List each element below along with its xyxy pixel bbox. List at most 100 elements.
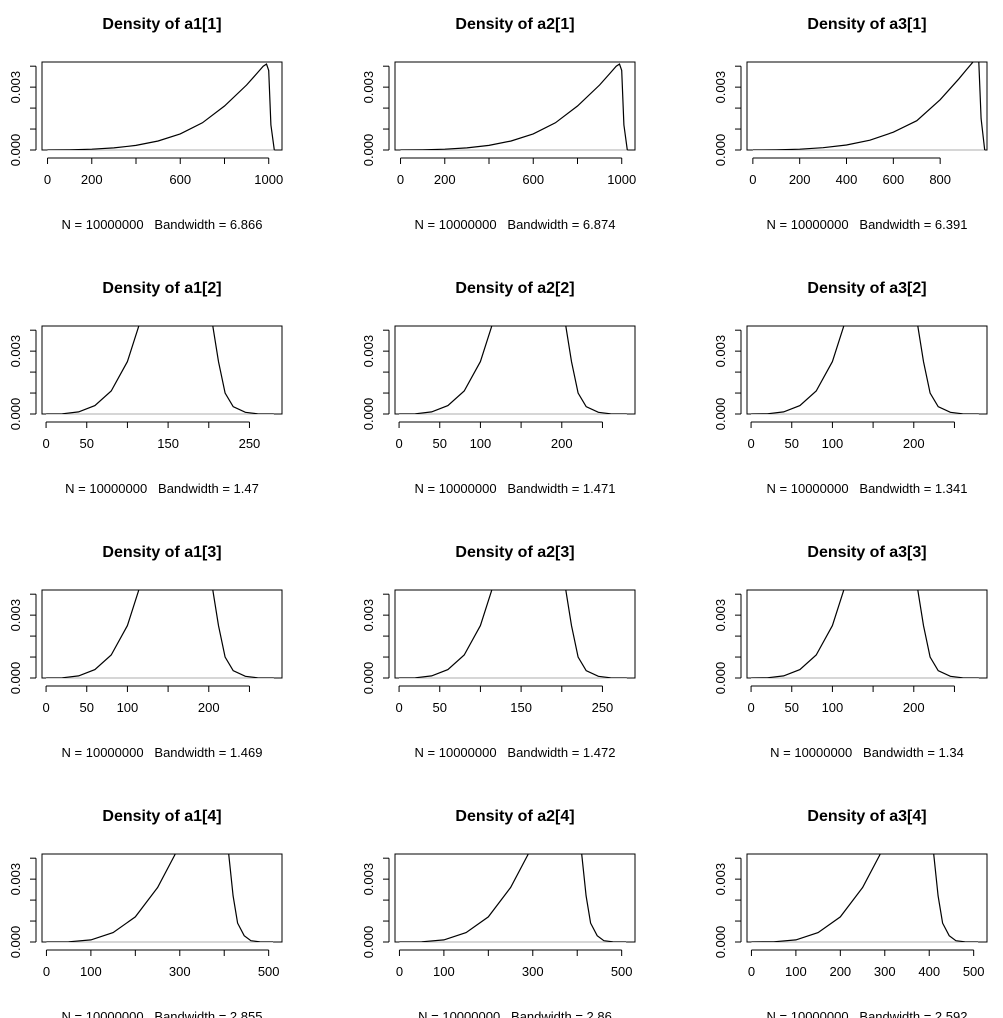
y-tick-label: 0.000 [361,926,376,959]
x-tick-label: 500 [963,964,985,979]
x-tick-label: 0 [749,172,756,187]
x-tick-label: 600 [522,172,544,187]
panel-title: Density of a3[4] [807,808,926,825]
density-curve [399,326,627,414]
y-tick-label: 0.003 [713,335,728,368]
y-tick-label: 0.000 [713,662,728,695]
y-tick-label: 0.000 [361,662,376,695]
y-tick-label: 0.003 [361,71,376,104]
x-tick-label: 600 [169,172,191,187]
x-tick-label: 100 [117,700,139,715]
y-tick-label: 0.000 [361,398,376,431]
x-axis-label: N = 10000000 Bandwidth = 1.34 [770,745,964,760]
x-tick-label: 0 [44,172,51,187]
plot-frame [394,589,636,679]
plot-frame [746,61,988,151]
density-panel: Density of a2[3] 0 50 150 250 0.000 0.003 N = 1… [361,544,636,760]
density-panel: Density of a1[3] 0 50 100 200 0.000 0.003 N = 1… [8,544,283,760]
y-tick-label: 0.003 [361,599,376,632]
x-axis-label: N = 10000000 Bandwidth = 1.341 [767,481,968,496]
panel-title: Density of a1[1] [102,16,221,33]
x-tick-label: 250 [592,700,614,715]
panel-title: Density of a2[2] [455,280,574,297]
density-curve [46,854,274,942]
x-axis-label: N = 10000000 Bandwidth = 1.472 [415,745,616,760]
x-tick-label: 50 [785,436,799,451]
x-tick-label: 150 [510,700,532,715]
y-tick-label: 0.003 [8,863,23,896]
plot-frame [394,61,636,151]
y-tick-label: 0.003 [713,599,728,632]
panel-title: Density of a2[3] [455,544,574,561]
panel-title: Density of a1[3] [102,544,221,561]
x-tick-label: 100 [80,964,102,979]
panel-title: Density of a3[3] [807,544,926,561]
y-tick-label: 0.000 [361,134,376,167]
x-tick-label: 0 [397,172,404,187]
x-tick-label: 50 [433,436,447,451]
x-tick-label: 200 [551,436,573,451]
density-panel: Density of a2[2] 0 50 100 200 0.000 0.003 N = 1… [361,280,636,496]
density-curve [400,63,628,150]
density-curve [47,63,275,150]
density-panel: Density of a3[1] 0 200 400 600 800 0.000 0.003 N… [713,16,988,232]
density-curve [751,590,979,678]
x-tick-label: 50 [80,436,94,451]
density-curve [399,590,627,678]
x-tick-label: 0 [748,964,755,979]
plot-frame [394,325,636,415]
x-tick-label: 200 [434,172,456,187]
plot-frame [394,853,636,943]
x-tick-label: 500 [611,964,633,979]
x-tick-label: 50 [80,700,94,715]
y-tick-label: 0.003 [713,863,728,896]
x-tick-label: 150 [157,436,179,451]
density-panel: Density of a1[1] 0 200 600 1000 0.000 0.003 N =… [8,16,283,232]
y-tick-label: 0.003 [361,863,376,896]
density-curve [46,590,274,678]
x-tick-label: 100 [470,436,492,451]
y-tick-label: 0.000 [713,926,728,959]
density-curve [46,326,274,414]
plot-frame [41,61,283,151]
x-tick-label: 100 [785,964,807,979]
x-tick-label: 0 [42,436,49,451]
plot-frame [41,853,283,943]
panel-title: Density of a3[2] [807,280,926,297]
x-axis-label: N = 10000000 Bandwidth = 6.874 [415,217,616,232]
x-tick-label: 50 [433,700,447,715]
density-curve [752,62,986,150]
density-panel: Density of a3[3] 0 50 100 200 0.000 0.003 N = 1… [713,544,988,760]
x-tick-label: 500 [258,964,280,979]
plot-frame [41,325,283,415]
density-panel: Density of a3[2] 0 50 100 200 0.000 0.003 N = 1… [713,280,988,496]
x-tick-label: 100 [822,436,844,451]
x-tick-label: 400 [918,964,940,979]
x-axis-label: N = 10000000 Bandwidth = 1.47 [65,481,259,496]
panel-title: Density of a1[4] [102,808,221,825]
x-axis-label: N = 10000000 Bandwidth = 6.866 [62,217,263,232]
y-tick-label: 0.000 [713,398,728,431]
plot-frame [746,853,988,943]
x-tick-label: 0 [395,436,402,451]
x-tick-label: 200 [81,172,103,187]
density-curve [399,854,627,942]
x-tick-label: 0 [42,700,49,715]
x-tick-label: 100 [822,700,844,715]
y-tick-label: 0.003 [713,71,728,104]
y-tick-label: 0.000 [713,134,728,167]
x-tick-label: 600 [882,172,904,187]
y-tick-label: 0.000 [8,926,23,959]
panel-title: Density of a2[4] [455,808,574,825]
density-panel: Density of a2[4] 0 100 300 500 0.000 0.003 N = … [361,808,636,1018]
y-tick-label: 0.000 [8,662,23,695]
x-tick-label: 300 [169,964,191,979]
y-tick-label: 0.003 [8,335,23,368]
density-curve [751,326,979,414]
x-tick-label: 50 [785,700,799,715]
x-tick-label: 0 [43,964,50,979]
x-tick-label: 0 [396,964,403,979]
x-tick-label: 300 [522,964,544,979]
x-axis-label: N = 10000000 Bandwidth = 2.592 [767,1009,968,1018]
